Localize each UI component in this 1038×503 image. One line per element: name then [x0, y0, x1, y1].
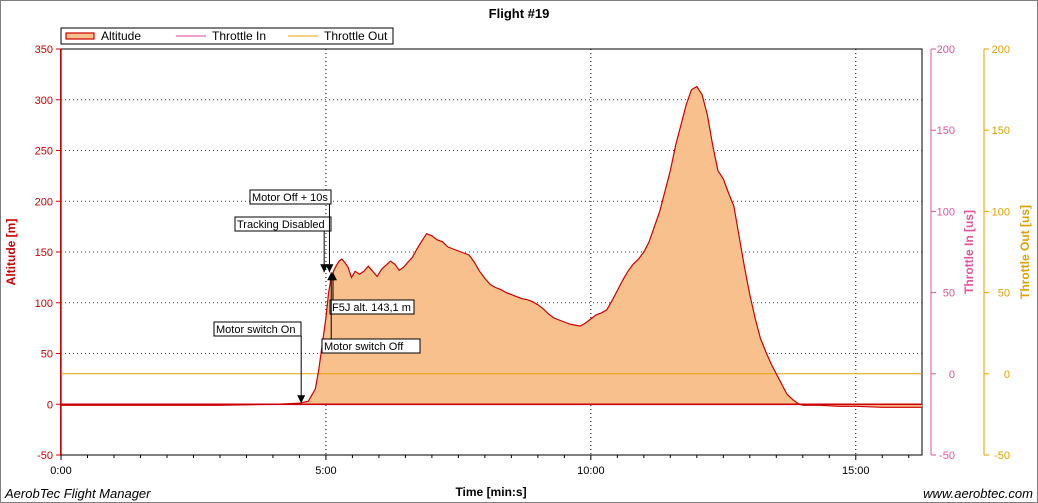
annotation-motor-off-10s-box	[249, 189, 332, 205]
legend: Altitude Throttle In Throttle Out	[60, 27, 394, 45]
y-tick-label-throttle-out: 200	[992, 44, 1010, 56]
legend-label-throttle-in: Throttle In	[212, 29, 266, 43]
y-tick-label-altitude: 150	[35, 247, 53, 259]
y-tick-label-altitude: 300	[35, 95, 53, 107]
y-tick-label-throttle-in: 100	[937, 206, 955, 218]
y-tick-label-altitude: 0	[47, 399, 53, 411]
series-lines-layer	[61, 85, 922, 408]
annotation-f5j-alt-box	[329, 299, 415, 315]
y-axis-title-throttle-out: Throttle Out [us]	[1018, 205, 1032, 299]
altitude-line	[61, 85, 922, 408]
annotation-tracking-disabled-text: Tracking Disabled	[237, 219, 325, 231]
annotation-motor-switch-off-text: Motor switch Off	[324, 341, 404, 353]
annotation-motor-switch-on-arrowhead	[297, 395, 306, 404]
y-tick-label-throttle-out: 0	[1004, 369, 1010, 381]
y-tick-label-throttle-in: -50	[939, 450, 955, 462]
y-tick-label-throttle-in: 200	[937, 44, 955, 56]
x-tick-label: 15:00	[842, 465, 870, 477]
y-tick-label-throttle-out: 50	[998, 288, 1010, 300]
y-tick-label-altitude: 100	[35, 298, 53, 310]
axes: -50 0 50 100 150 200 250 300 350 -50 0 50 100 150 200 -…	[35, 44, 1010, 477]
annotation-motor-switch-on-text: Motor switch On	[216, 324, 295, 336]
y-tick-label-throttle-out: 100	[992, 206, 1010, 218]
legend-box	[60, 27, 394, 45]
y-axis-title-altitude: Altitude [m]	[4, 219, 18, 286]
x-tick-label: 0:00	[50, 465, 71, 477]
legend-label-throttle-out: Throttle Out	[324, 29, 388, 43]
annotation-motor-switch-on-box	[213, 321, 302, 337]
x-tick-label: 5:00	[315, 465, 336, 477]
y-tick-label-throttle-in: 0	[949, 369, 955, 381]
annotations: Motor switch On Tracking Disabled Motor Of…	[213, 189, 421, 404]
chart-title: Flight #19	[489, 6, 550, 21]
y-tick-label-altitude: 250	[35, 146, 53, 158]
annotation-f5j-alt-text: F5J alt. 143,1 m	[332, 302, 411, 314]
y-tick-label-throttle-in: 50	[943, 288, 955, 300]
x-axis-title: Time [min:s]	[455, 485, 526, 499]
legend-swatch-altitude	[65, 32, 95, 40]
y-tick-label-altitude: -50	[37, 450, 53, 462]
annotation-tracking-disabled-box	[234, 216, 332, 232]
footer-app-name: AerobTec Flight Manager	[4, 486, 151, 501]
annotation-motor-off-10s-text: Motor Off + 10s	[252, 192, 328, 204]
y-tick-label-altitude: 50	[41, 349, 53, 361]
annotation-motor-off-10s-arrowhead	[325, 264, 334, 273]
altitude-area	[61, 86, 922, 408]
legend-label-altitude: Altitude	[101, 29, 141, 43]
annotation-motor-switch-off-arrowhead	[327, 272, 336, 281]
y-tick-label-altitude: 350	[35, 44, 53, 56]
annotation-motor-switch-off-box	[321, 338, 421, 354]
y-tick-label-altitude: 200	[35, 196, 53, 208]
annotation-tracking-disabled-arrowhead	[320, 264, 329, 273]
y-axis-title-throttle-in: Throttle In [us]	[962, 210, 976, 294]
y-tick-label-throttle-out: 150	[992, 125, 1010, 137]
altitude-area-layer	[61, 86, 922, 408]
y-tick-label-throttle-out: -50	[994, 450, 1010, 462]
x-tick-label: 10:00	[577, 465, 605, 477]
footer-website[interactable]: www.aerobtec.com	[923, 486, 1033, 501]
y-tick-label-throttle-in: 150	[937, 125, 955, 137]
